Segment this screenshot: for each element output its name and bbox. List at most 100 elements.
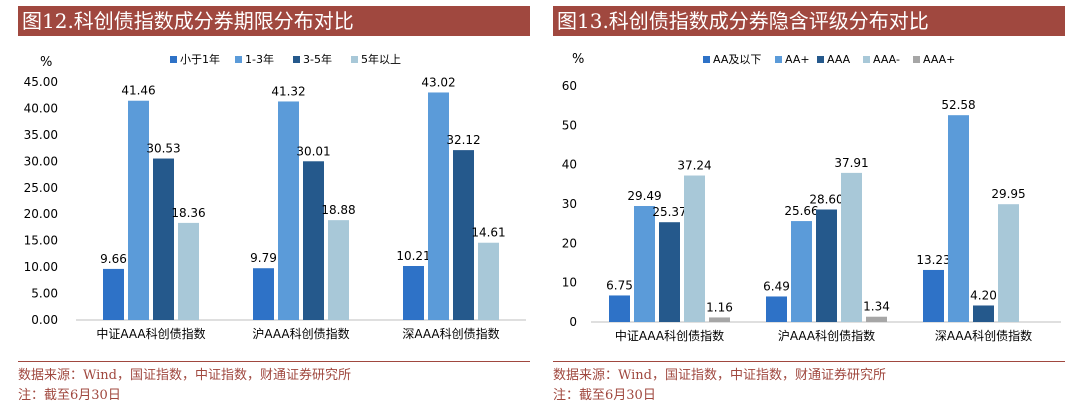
y-tick-label: 0.00 bbox=[31, 313, 58, 327]
data-label: 13.23 bbox=[916, 253, 950, 267]
data-label: 41.46 bbox=[121, 84, 155, 98]
chart-title: 图12.科创债指数成分券期限分布对比 bbox=[18, 6, 530, 36]
y-axis-unit: % bbox=[572, 52, 584, 67]
data-label: 18.88 bbox=[321, 203, 355, 217]
legend-swatch bbox=[703, 56, 710, 63]
bar bbox=[103, 268, 124, 320]
bar bbox=[128, 100, 149, 321]
x-tick-label: 中证AAA科创债指数 bbox=[96, 326, 205, 341]
y-tick-label: 15.00 bbox=[24, 234, 58, 248]
bar bbox=[684, 175, 705, 322]
legend-label: AAA bbox=[827, 53, 851, 66]
bar bbox=[153, 158, 174, 320]
y-tick-label: 30.00 bbox=[24, 154, 58, 168]
bar bbox=[178, 222, 199, 320]
legend-swatch bbox=[351, 56, 358, 63]
legend-swatch bbox=[913, 56, 920, 63]
data-label: 29.95 bbox=[991, 187, 1025, 201]
legend-label: AA及以下 bbox=[713, 53, 761, 66]
data-label: 10.21 bbox=[396, 249, 430, 263]
chart-title: 图13.科创债指数成分券隐含评级分布对比 bbox=[553, 6, 1065, 36]
bar bbox=[766, 296, 787, 322]
legend-label: AAA- bbox=[873, 53, 900, 66]
y-tick-label: 50 bbox=[562, 118, 577, 132]
data-label: 32.12 bbox=[446, 133, 480, 147]
bar bbox=[866, 316, 887, 322]
source-note: 数据来源：Wind，国证指数，中证指数，财通证券研究所 bbox=[18, 368, 351, 383]
bar bbox=[659, 222, 680, 322]
bar bbox=[478, 242, 499, 320]
data-label: 14.61 bbox=[471, 226, 505, 240]
bar bbox=[253, 268, 274, 320]
legend-swatch bbox=[170, 56, 177, 63]
data-label: 30.01 bbox=[296, 144, 330, 158]
data-label: 6.49 bbox=[763, 279, 790, 293]
y-tick-label: 10.00 bbox=[24, 260, 58, 274]
legend-swatch bbox=[235, 56, 242, 63]
data-label: 28.60 bbox=[809, 193, 843, 207]
bar bbox=[278, 101, 299, 321]
term-distribution-chart: % 小于1年 1-3年 3-5年 5年以上 0.00 5.00 10.00 15.00 20.00… bbox=[24, 52, 526, 341]
source-note: 数据来源：Wind，国证指数，中证指数，财通证券研究所 bbox=[553, 368, 886, 383]
bar bbox=[634, 206, 655, 322]
bar bbox=[453, 150, 474, 320]
bar bbox=[428, 92, 449, 320]
data-label: 1.34 bbox=[863, 300, 890, 314]
data-label: 6.75 bbox=[606, 278, 633, 292]
left-panel: 图12.科创债指数成分券期限分布对比 % 小于1年 1-3年 3-5年 5年以上 0.00… bbox=[18, 0, 530, 409]
data-label: 25.66 bbox=[784, 204, 818, 218]
y-tick-label: 35.00 bbox=[24, 128, 58, 142]
bar bbox=[948, 115, 969, 322]
bar bbox=[303, 161, 324, 320]
data-label: 25.37 bbox=[652, 205, 686, 219]
data-label: 29.49 bbox=[627, 189, 661, 203]
legend-swatch bbox=[293, 56, 300, 63]
y-tick-label: 45.00 bbox=[24, 75, 58, 89]
date-note: 注：截至6月30日 bbox=[553, 388, 656, 403]
rating-distribution-chart: % AA及以下 AA+ AAA AAA- AAA+ 0 10 20 30 40 50 60 6.75 29.… bbox=[562, 52, 1061, 343]
data-label: 37.24 bbox=[677, 159, 711, 173]
y-tick-label: 0 bbox=[569, 315, 577, 329]
bar bbox=[973, 305, 994, 322]
data-label: 4.20 bbox=[970, 288, 997, 302]
bar bbox=[709, 317, 730, 322]
data-label: 9.79 bbox=[250, 251, 277, 265]
data-label: 43.02 bbox=[421, 75, 455, 89]
data-label: 1.16 bbox=[706, 300, 733, 314]
bar bbox=[998, 204, 1019, 322]
bar bbox=[403, 266, 424, 320]
x-tick-label: 深AAA科创债指数 bbox=[402, 326, 499, 341]
footer-divider bbox=[553, 361, 1065, 362]
legend-label: 5年以上 bbox=[361, 52, 401, 66]
right-panel: 图13.科创债指数成分券隐含评级分布对比 % AA及以下 AA+ AAA AAA- AAA… bbox=[553, 0, 1065, 409]
bar bbox=[816, 209, 837, 322]
x-tick-label: 沪AAA科创债指数 bbox=[778, 328, 875, 343]
legend-swatch bbox=[817, 56, 824, 63]
data-label: 52.58 bbox=[941, 98, 975, 112]
legend-label: AA+ bbox=[785, 53, 810, 66]
data-label: 41.32 bbox=[271, 84, 305, 98]
y-axis-unit: % bbox=[40, 55, 52, 70]
bar bbox=[841, 172, 862, 322]
legend-label: 3-5年 bbox=[303, 52, 332, 66]
bar bbox=[923, 269, 944, 322]
legend-swatch bbox=[863, 56, 870, 63]
y-tick-label: 5.00 bbox=[31, 287, 58, 301]
y-tick-label: 25.00 bbox=[24, 181, 58, 195]
legend-label: 小于1年 bbox=[180, 52, 220, 66]
y-tick-label: 20.00 bbox=[24, 207, 58, 221]
y-tick-label: 40 bbox=[562, 158, 577, 172]
bar bbox=[328, 220, 349, 320]
data-label: 37.91 bbox=[834, 156, 868, 170]
x-tick-label: 中证AAA科创债指数 bbox=[615, 328, 724, 343]
y-tick-label: 20 bbox=[562, 236, 577, 250]
y-tick-label: 30 bbox=[562, 197, 577, 211]
x-tick-label: 深AAA科创债指数 bbox=[935, 328, 1032, 343]
x-tick-label: 沪AAA科创债指数 bbox=[252, 326, 349, 341]
bar bbox=[791, 221, 812, 322]
date-note: 注：截至6月30日 bbox=[18, 388, 121, 403]
y-tick-label: 10 bbox=[562, 276, 577, 290]
data-label: 18.36 bbox=[171, 206, 205, 220]
legend-swatch bbox=[775, 56, 782, 63]
legend-label: 1-3年 bbox=[245, 52, 274, 66]
